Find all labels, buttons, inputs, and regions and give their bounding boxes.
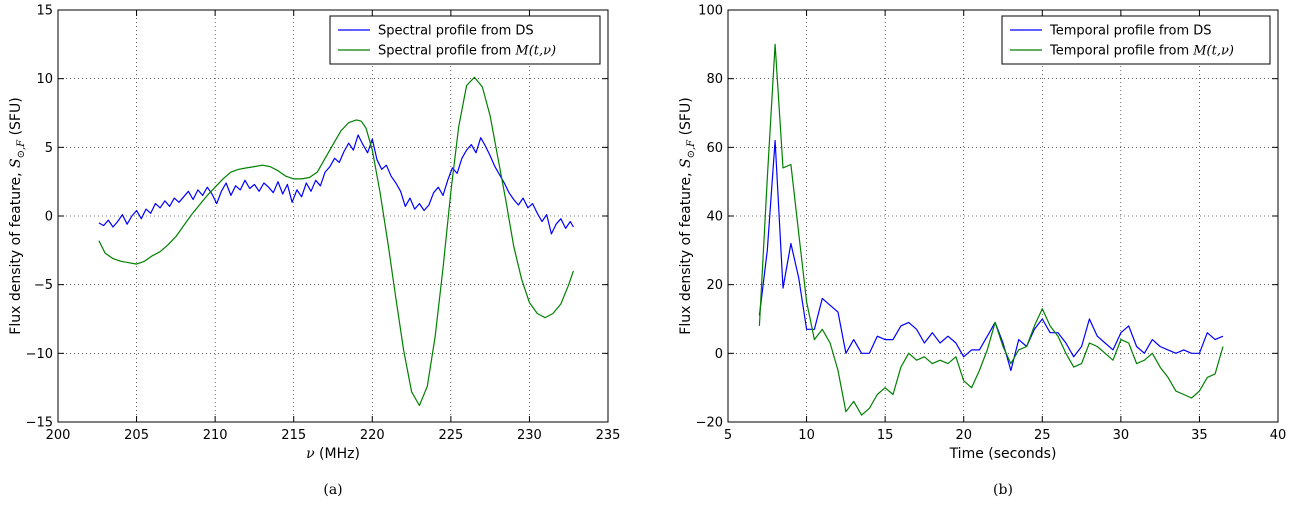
x-tick-label: 205 — [124, 428, 149, 443]
series-group — [758, 43, 1224, 416]
grid — [728, 10, 1278, 422]
series-line-1 — [98, 76, 574, 407]
series-line-0 — [758, 139, 1224, 372]
legend-label-1: Temporal profile from M(t,ν) — [1049, 44, 1234, 59]
y-tick-label: 15 — [36, 4, 53, 19]
y-tick-label: 100 — [698, 4, 723, 19]
x-axis-label: ν (MHz) — [306, 446, 360, 462]
panel-a-spectral-profile: 200 205 210 215 220 225 230 235 −15 −10 −5 0 5 10 15 ν … — [8, 4, 620, 499]
x-tick-label: 30 — [1113, 428, 1130, 443]
x-tick-label: 40 — [1270, 428, 1287, 443]
grid — [58, 10, 608, 422]
y-axis-label: Flux density of feature, S⊙,F (SFU) — [8, 97, 27, 334]
legend: Spectral profile from DS Spectral profile… — [329, 15, 601, 65]
x-tick-label: 20 — [955, 428, 972, 443]
y-tick-label: 5 — [45, 141, 53, 156]
x-tick-label: 215 — [281, 428, 306, 443]
x-tick-label: 235 — [596, 428, 621, 443]
x-axis-label: Time (seconds) — [949, 446, 1057, 462]
y-tick-label: −20 — [696, 416, 723, 431]
x-tick-label: 230 — [517, 428, 542, 443]
y-tick-label: 10 — [36, 72, 53, 87]
y-tick-label: 40 — [706, 210, 723, 225]
legend-box — [329, 15, 601, 65]
plot-frame — [727, 9, 1279, 423]
series-line-1 — [758, 43, 1224, 416]
y-tick-label: 80 — [706, 72, 723, 87]
panel-b-temporal-profile: 5 10 15 20 25 30 35 40 −20 0 20 40 60 80 100 Time (seco… — [678, 4, 1286, 499]
y-tick-label: 0 — [715, 347, 723, 362]
y-tick-label: 60 — [706, 141, 723, 156]
x-tick-label: 220 — [360, 428, 385, 443]
legend-label-0: Spectral profile from DS — [378, 24, 534, 39]
x-tick-label: 10 — [798, 428, 815, 443]
y-tick-label: −10 — [26, 347, 53, 362]
legend-label-0: Temporal profile from DS — [1049, 24, 1212, 39]
plot-frame — [57, 9, 609, 423]
series-group — [98, 76, 574, 407]
series-line-0 — [98, 134, 574, 235]
x-tick-label: 210 — [203, 428, 228, 443]
x-tick-label: 5 — [724, 428, 732, 443]
legend-label-1: Spectral profile from M(t,ν) — [378, 44, 556, 59]
y-tick-label: −15 — [26, 416, 53, 431]
x-tick-label: 200 — [46, 428, 71, 443]
panel-caption: (b) — [993, 482, 1013, 498]
y-axis-label: Flux density of feature, S⊙,F (SFU) — [678, 97, 697, 334]
legend: Temporal profile from DS Temporal profile… — [1001, 15, 1271, 65]
legend-box — [1001, 15, 1271, 65]
x-tick-label: 15 — [877, 428, 894, 443]
panel-caption: (a) — [323, 482, 342, 498]
y-tick-label: −5 — [34, 278, 53, 293]
x-tick-label: 225 — [438, 428, 463, 443]
y-tick-label: 0 — [45, 210, 53, 225]
y-tick-label: 20 — [706, 278, 723, 293]
x-tick-label: 25 — [1034, 428, 1051, 443]
x-tick-label: 35 — [1191, 428, 1208, 443]
